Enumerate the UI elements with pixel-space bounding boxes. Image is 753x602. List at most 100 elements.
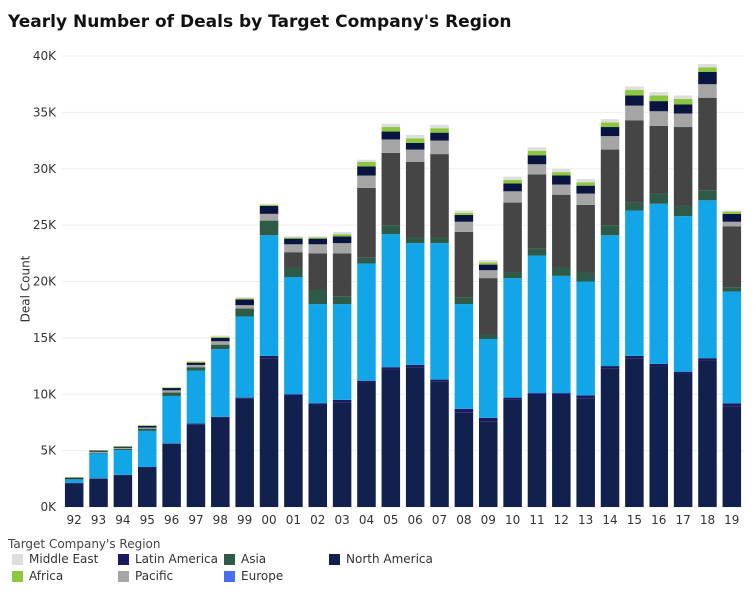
legend-item[interactable]: Africa xyxy=(12,569,63,583)
bar-segment xyxy=(357,166,376,176)
legend-item[interactable]: Pacific xyxy=(118,569,173,583)
bar-segment xyxy=(454,408,474,413)
bar-segment xyxy=(527,248,547,256)
legend-label: North America xyxy=(346,552,433,566)
bar-segment xyxy=(698,358,717,361)
bar-segment xyxy=(576,193,595,205)
bar-segment xyxy=(308,403,328,406)
legend-item[interactable]: Latin America xyxy=(118,552,218,566)
bar-segment xyxy=(308,238,328,245)
bar-segment xyxy=(552,172,571,176)
bar-segment xyxy=(357,175,376,188)
bar-segment xyxy=(576,182,595,186)
bar-segment xyxy=(89,452,108,454)
bar-segment xyxy=(64,477,84,478)
bar-segment xyxy=(625,105,644,121)
bar-segment xyxy=(673,127,693,206)
bar-segment xyxy=(503,399,522,507)
bar-segment xyxy=(478,262,498,265)
bar-segment xyxy=(211,416,230,418)
bar-segment xyxy=(113,475,133,507)
bar-segment xyxy=(332,231,352,235)
bar-segment xyxy=(625,355,644,359)
bar-segment xyxy=(600,235,620,367)
bar-segment xyxy=(527,155,547,165)
x-tick-label: 01 xyxy=(286,513,301,527)
bar-segment xyxy=(625,210,644,356)
bar-segment xyxy=(673,371,693,374)
bar-segment xyxy=(211,349,230,417)
legend-item[interactable]: Asia xyxy=(224,552,266,566)
x-tick-label: 93 xyxy=(91,513,106,527)
bar-segment xyxy=(722,210,742,212)
bar-segment xyxy=(454,221,474,232)
legend-item[interactable]: Europe xyxy=(224,569,283,583)
x-tick-label: 05 xyxy=(383,513,398,527)
bar-segment xyxy=(454,212,474,215)
bar-segment xyxy=(625,86,644,90)
bar-segment xyxy=(162,388,181,391)
bar-segment xyxy=(527,150,547,156)
bar-segment xyxy=(552,184,571,195)
bar-segment xyxy=(722,406,742,507)
bar-segment xyxy=(381,123,401,128)
bar-segment xyxy=(113,446,133,448)
bar-segment xyxy=(357,380,376,383)
bar-segment xyxy=(478,278,498,335)
bar-segment xyxy=(381,152,401,226)
bar-segment xyxy=(89,453,108,479)
bar-segment xyxy=(625,202,644,211)
bar-segment xyxy=(235,316,254,398)
bar-segment xyxy=(137,467,157,507)
bar-segment xyxy=(527,147,547,151)
legend-item[interactable]: North America xyxy=(329,552,433,566)
bar-segment xyxy=(332,402,352,507)
bar-segment xyxy=(405,237,425,244)
bar-segment xyxy=(332,236,352,244)
bar-segment xyxy=(405,138,425,143)
bar-segment xyxy=(649,125,669,194)
x-tick-label: 17 xyxy=(675,513,690,527)
bar-segment xyxy=(405,367,425,507)
legend-title: Target Company's Region xyxy=(8,537,161,551)
legend-label: Europe xyxy=(241,569,284,583)
bar-segment xyxy=(332,253,352,297)
bar-segment xyxy=(284,237,303,239)
legend-swatch xyxy=(224,570,235,582)
legend-label: Asia xyxy=(241,552,267,566)
bar-segment xyxy=(527,255,547,394)
bar-segment xyxy=(89,451,108,453)
y-tick-label: 40K xyxy=(33,49,57,63)
x-tick-label: 95 xyxy=(140,513,155,527)
bar-segment xyxy=(600,225,620,236)
bar-segment xyxy=(600,366,620,369)
bar-segment xyxy=(211,344,230,350)
bar-segment xyxy=(673,113,693,128)
bar-segment xyxy=(527,393,547,397)
bar-segment xyxy=(64,483,84,507)
bar-segment xyxy=(332,296,352,305)
bar-segment xyxy=(698,71,717,85)
x-tick-label: 18 xyxy=(700,513,715,527)
x-tick-label: 15 xyxy=(627,513,642,527)
bar-segment xyxy=(503,191,522,203)
y-tick-label: 20K xyxy=(33,275,57,289)
bar-segment xyxy=(527,164,547,175)
bar-segment xyxy=(649,111,669,126)
legend-item[interactable]: Middle East xyxy=(12,552,98,566)
bar-segment xyxy=(137,427,157,429)
bar-segment xyxy=(284,394,303,397)
bar-segment xyxy=(625,95,644,106)
bar-segment xyxy=(649,203,669,364)
x-tick-label: 92 xyxy=(67,513,82,527)
bar-segment xyxy=(649,363,669,367)
bar-segment xyxy=(698,67,717,72)
x-tick-label: 09 xyxy=(481,513,496,527)
bar-segment xyxy=(381,225,401,235)
bar-segment xyxy=(162,443,181,507)
bar-segment xyxy=(284,396,303,507)
bar-segment xyxy=(698,97,717,191)
bar-segment xyxy=(527,174,547,249)
chart-title: Yearly Number of Deals by Target Company… xyxy=(8,12,512,32)
bar-segment xyxy=(698,84,717,98)
